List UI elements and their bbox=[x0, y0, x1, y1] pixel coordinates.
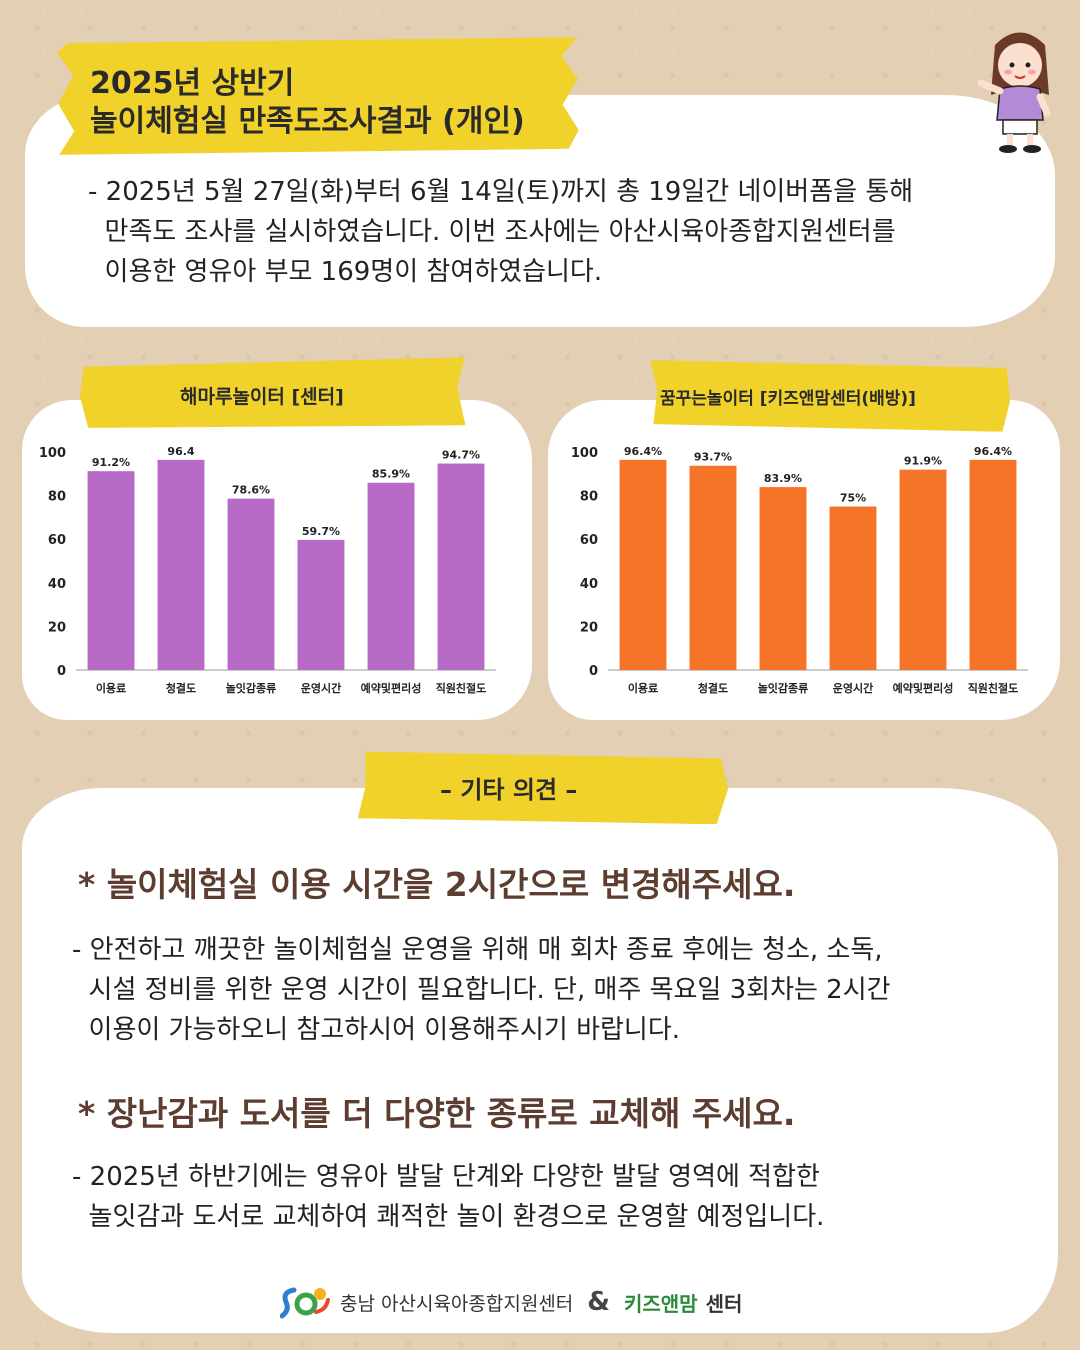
bar bbox=[227, 498, 275, 670]
kidsnmom-logo: 키즈앤맘 bbox=[623, 1291, 698, 1316]
x-tick-label: 이용료 bbox=[628, 681, 658, 695]
bar bbox=[899, 469, 947, 670]
bar-chart-kkumkkuneun: 0 20 40 60 80 100 96.4% 이용료 93.7% 청결도 83.9% 놀잇감종류 75… bbox=[571, 445, 1028, 695]
bar bbox=[367, 482, 415, 670]
page-title-line1: 2025년 상반기 bbox=[90, 66, 295, 101]
intro-text: - 2025년 5월 27일(화)부터 6월 14일(토)까지 총 19일간 네… bbox=[88, 177, 914, 287]
chart-title-haemaru: 해마루놀이터 [센터] bbox=[180, 386, 344, 408]
bar-data-label: 85.9% bbox=[372, 468, 410, 481]
page-title-line2: 놀이체험실 만족도조사결과 (개인) bbox=[90, 104, 525, 139]
bar-data-label: 91.2% bbox=[92, 456, 130, 469]
y-tick-label: 60 bbox=[580, 533, 598, 548]
footer: 충남 아산시육아종합지원센터 & 키즈앤맘 센터 bbox=[280, 1282, 742, 1322]
bar-data-label: 75% bbox=[840, 492, 866, 505]
x-tick-label: 청결도 bbox=[698, 681, 728, 695]
bar bbox=[297, 539, 345, 670]
chart-title-kkumkkuneun: 꿈꾸는놀이터 [키즈앤맘센터(배방)] bbox=[660, 389, 916, 409]
bar-data-label: 96.4% bbox=[974, 445, 1012, 458]
x-tick-label: 청결도 bbox=[166, 681, 196, 695]
x-tick-label: 직원친절도 bbox=[436, 681, 487, 695]
bar-data-label: 78.6% bbox=[232, 484, 270, 497]
opinion-heading-1: * 놀이체험실 이용 시간을 2시간으로 변경해주세요. bbox=[78, 865, 796, 904]
footer-org-name: 충남 아산시육아종합지원센터 bbox=[340, 1292, 574, 1315]
bar-data-label: 96.4% bbox=[624, 445, 662, 458]
bar-data-label: 59.7% bbox=[302, 525, 340, 538]
bar bbox=[87, 471, 135, 670]
bar-data-label: 83.9% bbox=[764, 472, 802, 485]
bar bbox=[157, 459, 205, 670]
bar bbox=[437, 463, 485, 670]
bar-data-label: 96.4 bbox=[167, 445, 194, 458]
x-tick-label: 운영시간 bbox=[833, 681, 873, 695]
y-tick-label: 100 bbox=[571, 446, 598, 461]
footer-ampersand: & bbox=[587, 1287, 610, 1317]
y-tick-label: 80 bbox=[48, 490, 66, 505]
y-tick-label: 20 bbox=[48, 620, 66, 635]
bar-data-label: 93.7% bbox=[694, 451, 732, 464]
opinion-answer-1: - 안전하고 깨끗한 놀이체험실 운영을 위해 매 회차 종료 후에는 청소, … bbox=[72, 935, 891, 1045]
center-logo-icon bbox=[280, 1287, 330, 1319]
y-tick-label: 20 bbox=[580, 620, 598, 635]
y-tick-label: 0 bbox=[57, 664, 66, 679]
y-tick-label: 40 bbox=[580, 577, 598, 592]
bar bbox=[829, 506, 877, 670]
bar bbox=[619, 459, 667, 670]
y-tick-label: 100 bbox=[39, 446, 66, 461]
y-tick-label: 0 bbox=[589, 664, 598, 679]
bar-data-label: 91.9% bbox=[904, 455, 942, 468]
kidsnmom-center-text: 센터 bbox=[705, 1291, 743, 1316]
girl-mascot-icon bbox=[977, 32, 1051, 153]
bar bbox=[689, 465, 737, 670]
x-tick-label: 이용료 bbox=[96, 681, 126, 695]
opinion-section-title: – 기타 의견 – bbox=[440, 776, 578, 804]
x-tick-label: 놀잇감종류 bbox=[226, 681, 277, 695]
opinion-heading-2: * 장난감과 도서를 더 다양한 종류로 교체해 주세요. bbox=[78, 1094, 796, 1133]
x-tick-label: 예약및편리성 bbox=[361, 681, 422, 695]
bar-data-label: 94.7% bbox=[442, 449, 480, 462]
y-tick-label: 40 bbox=[48, 577, 66, 592]
bar bbox=[759, 487, 807, 670]
y-tick-label: 80 bbox=[580, 490, 598, 505]
bar-chart-haemaru: 0 20 40 60 80 100 91.2% 이용료 96.4 청결도 78.6% 놀잇감종류 59.… bbox=[39, 445, 496, 695]
x-tick-label: 운영시간 bbox=[301, 681, 341, 695]
x-tick-label: 직원친절도 bbox=[968, 681, 1019, 695]
x-tick-label: 놀잇감종류 bbox=[758, 681, 809, 695]
opinion-answer-2: - 2025년 하반기에는 영유아 발달 단계와 다양한 발달 영역에 적합한 … bbox=[72, 1162, 825, 1232]
opinion-card bbox=[22, 788, 1058, 1333]
y-tick-label: 60 bbox=[48, 533, 66, 548]
bar bbox=[969, 459, 1017, 670]
x-tick-label: 예약및편리성 bbox=[893, 681, 954, 695]
